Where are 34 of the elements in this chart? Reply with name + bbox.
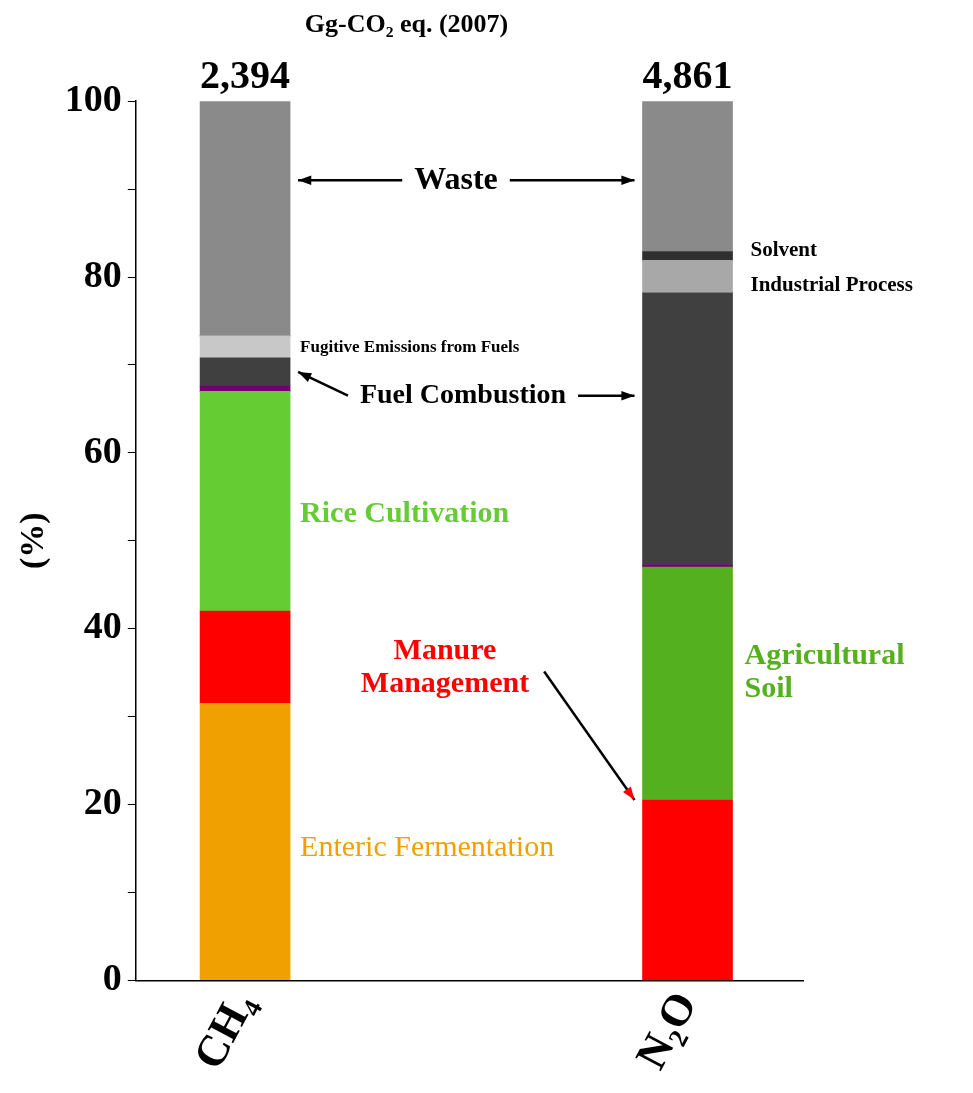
y-tick-label: 80 bbox=[83, 252, 122, 295]
y-axis-title: (%) bbox=[13, 512, 52, 570]
text: Manure Management bbox=[360, 632, 530, 699]
bar bbox=[199, 335, 291, 359]
bar bbox=[642, 251, 733, 261]
y-tick-label: 0 bbox=[102, 956, 122, 999]
series-label: Agricultural Soil bbox=[744, 636, 905, 703]
bar bbox=[199, 357, 291, 387]
series-label: Enteric Fermentation bbox=[300, 829, 555, 863]
series-label: Solvent bbox=[750, 237, 818, 262]
series-label: Fugitive Emissions from Fuels bbox=[300, 336, 520, 356]
y-tick-label: 20 bbox=[83, 780, 122, 823]
bar bbox=[199, 101, 291, 337]
annotation: 4,861 bbox=[642, 51, 733, 97]
bar bbox=[199, 390, 291, 612]
x-tick-label: CH₄ bbox=[183, 983, 264, 1077]
x-tick-label: N₂O bbox=[625, 983, 707, 1077]
bar bbox=[642, 564, 733, 568]
bar bbox=[199, 610, 291, 704]
annotation: 2,394 bbox=[200, 51, 291, 97]
bar bbox=[642, 799, 733, 981]
y-tick-label: 100 bbox=[64, 77, 122, 120]
text: Fuel Combustion bbox=[359, 377, 567, 409]
series-label: Industrial Process bbox=[750, 272, 913, 297]
bar bbox=[642, 259, 733, 294]
bar bbox=[642, 101, 733, 252]
bar bbox=[642, 292, 733, 565]
bar bbox=[642, 566, 733, 801]
series-label: Rice Cultivation bbox=[300, 495, 510, 529]
chart-title: Gg-CO₂ eq. (2007) bbox=[304, 9, 509, 39]
text: Waste bbox=[414, 159, 498, 196]
y-tick-label: 60 bbox=[83, 428, 122, 471]
y-tick-label: 40 bbox=[83, 604, 122, 647]
bar bbox=[199, 703, 291, 981]
